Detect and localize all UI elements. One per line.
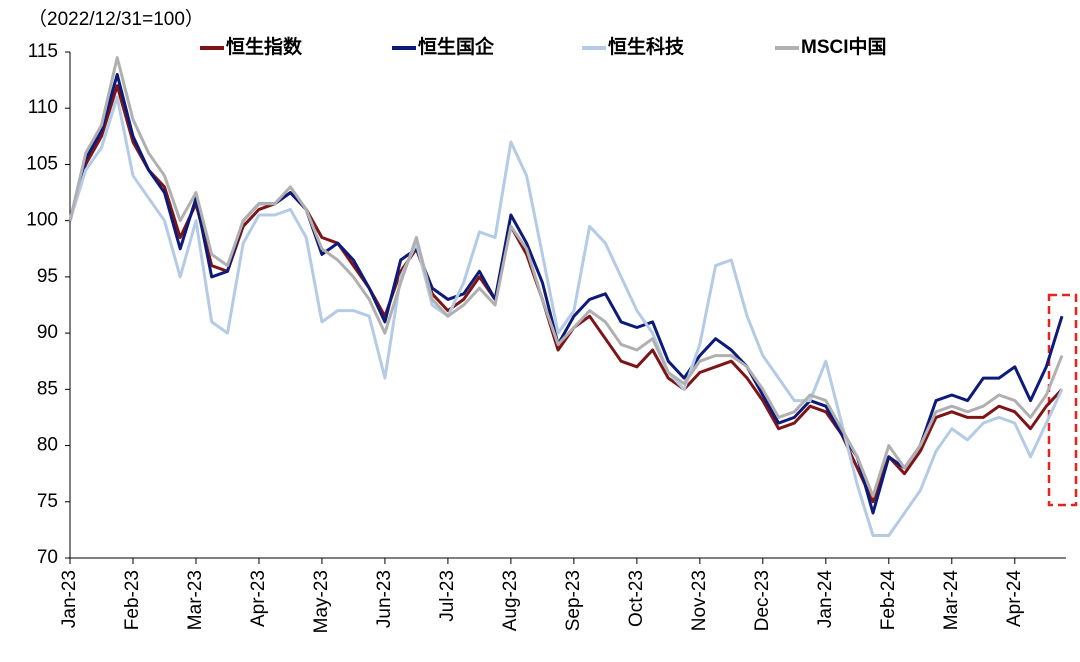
series-line	[68, 56, 1064, 498]
y-tick-label: 110	[28, 97, 58, 118]
y-tick-label: 115	[28, 41, 58, 62]
chart-subtitle: （2022/12/31=100）	[28, 8, 204, 30]
x-tick-label: Jun-23	[374, 570, 395, 628]
y-tick-label: 90	[37, 322, 58, 343]
legend-label: 恒生国企	[418, 35, 495, 58]
y-tick-label: 75	[37, 491, 58, 512]
x-tick-label: Nov-23	[689, 570, 710, 631]
x-tick-label: Sep-23	[563, 570, 584, 631]
x-tick-label: Apr-24	[1004, 570, 1025, 627]
series-line	[68, 73, 1064, 515]
x-tick-label: Mar-24	[941, 570, 962, 631]
x-tick-label: Oct-23	[626, 570, 647, 627]
y-tick-label: 100	[26, 210, 58, 231]
series-line	[68, 84, 1064, 504]
x-tick-label: May-23	[311, 570, 332, 633]
y-tick-label: 105	[26, 153, 58, 174]
x-tick-label: Mar-23	[185, 570, 206, 630]
x-tick-label: Jan-24	[815, 570, 836, 629]
y-tick-label: 85	[37, 378, 58, 399]
x-tick-label: Dec-23	[752, 570, 773, 631]
x-tick-label: Apr-23	[248, 570, 269, 627]
x-tick-label: Feb-24	[878, 570, 899, 631]
y-tick-label: 95	[37, 266, 58, 287]
legend-label: MSCI中国	[801, 35, 887, 58]
x-tick-label: Jan-23	[59, 570, 80, 628]
legend-label: 恒生科技	[608, 35, 685, 58]
x-tick-label: Aug-23	[500, 570, 521, 631]
x-tick-label: Feb-23	[122, 570, 143, 630]
y-tick-label: 80	[37, 435, 58, 456]
x-tick-label: Jul-23	[437, 570, 458, 622]
legend-label: 恒生指数	[226, 35, 303, 58]
highlight-box	[1047, 293, 1078, 507]
legend: 恒生指数 恒生国企 恒生科技 MSCI中国	[200, 35, 887, 58]
series-line	[68, 95, 1064, 537]
y-tick-label: 70	[37, 547, 58, 568]
